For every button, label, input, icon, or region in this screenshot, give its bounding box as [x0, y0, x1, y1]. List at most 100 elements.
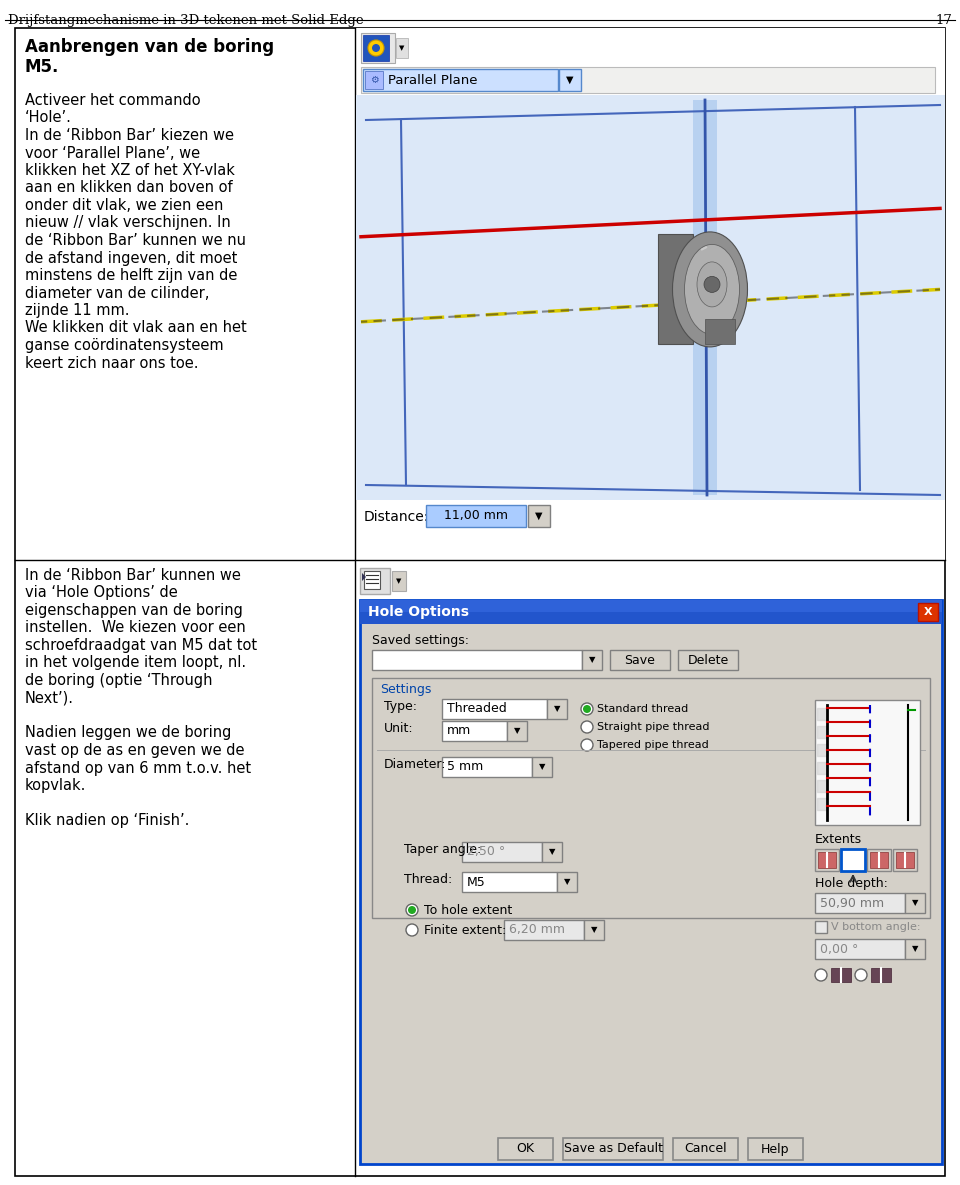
- Bar: [442, 757, 532, 777]
- Text: ⚙: ⚙: [370, 75, 378, 85]
- Bar: [542, 843, 562, 861]
- Bar: [361, 33, 395, 63]
- Text: Diameter:: Diameter:: [384, 758, 446, 771]
- Bar: [905, 893, 925, 912]
- Text: 2,50 °: 2,50 °: [467, 846, 505, 858]
- Bar: [360, 600, 942, 1164]
- Bar: [559, 69, 581, 91]
- Bar: [442, 699, 547, 719]
- Text: voor ‘Parallel Plane’, we: voor ‘Parallel Plane’, we: [25, 146, 200, 160]
- Text: Taper angle:: Taper angle:: [404, 843, 481, 856]
- Bar: [372, 678, 930, 918]
- Text: Thread:: Thread:: [404, 873, 452, 886]
- Bar: [844, 852, 862, 867]
- Bar: [360, 568, 390, 594]
- Text: de ‘Ribbon Bar’ kunnen we nu: de ‘Ribbon Bar’ kunnen we nu: [25, 233, 246, 248]
- Text: klikken het XZ of het XY-vlak: klikken het XZ of het XY-vlak: [25, 164, 235, 178]
- Text: 6,20 mm: 6,20 mm: [509, 923, 565, 936]
- Text: ▼: ▼: [564, 878, 570, 886]
- Text: Straight pipe thread: Straight pipe thread: [597, 722, 709, 732]
- Text: Next’).: Next’).: [25, 691, 74, 705]
- Text: Save as Default: Save as Default: [564, 1142, 662, 1155]
- Bar: [893, 848, 917, 871]
- Text: Extents: Extents: [815, 833, 862, 846]
- Bar: [462, 843, 542, 861]
- Bar: [748, 1138, 803, 1160]
- Circle shape: [581, 720, 593, 734]
- Bar: [871, 968, 891, 982]
- Circle shape: [855, 969, 867, 981]
- Text: 50,90 mm: 50,90 mm: [820, 897, 884, 910]
- Text: We klikken dit vlak aan en het: We klikken dit vlak aan en het: [25, 320, 247, 335]
- Text: diameter van de cilinder,: diameter van de cilinder,: [25, 286, 209, 301]
- Bar: [363, 36, 389, 60]
- Text: keert zich naar ons toe.: keert zich naar ons toe.: [25, 356, 199, 371]
- Bar: [356, 28, 945, 561]
- Bar: [396, 38, 408, 58]
- Text: kopvlak.: kopvlak.: [25, 779, 86, 793]
- Bar: [360, 600, 942, 624]
- Bar: [693, 100, 717, 495]
- Text: via ‘Hole Options’ de: via ‘Hole Options’ de: [25, 585, 178, 601]
- Bar: [582, 651, 602, 670]
- Text: Unit:: Unit:: [384, 722, 414, 735]
- Bar: [905, 939, 925, 959]
- Text: In de ‘Ribbon Bar’ kunnen we: In de ‘Ribbon Bar’ kunnen we: [25, 568, 241, 583]
- Text: 17: 17: [935, 14, 952, 27]
- Text: Klik nadien op ‘Finish’.: Klik nadien op ‘Finish’.: [25, 813, 189, 828]
- Bar: [364, 571, 380, 589]
- Bar: [815, 848, 839, 871]
- Bar: [504, 920, 584, 940]
- Text: ▼: ▼: [549, 847, 555, 857]
- Text: ▼: ▼: [396, 578, 401, 584]
- Text: Saved settings:: Saved settings:: [372, 634, 469, 647]
- Text: ▼: ▼: [536, 511, 542, 521]
- Text: minstens de helft zijn van de: minstens de helft zijn van de: [25, 268, 237, 283]
- Bar: [360, 600, 942, 611]
- Bar: [507, 720, 527, 741]
- Bar: [896, 852, 914, 867]
- Text: in het volgende item loopt, nl.: in het volgende item loopt, nl.: [25, 655, 246, 671]
- Text: Drijfstangmechanisme in 3D tekenen met Solid Edge: Drijfstangmechanisme in 3D tekenen met S…: [8, 14, 364, 27]
- Circle shape: [704, 276, 720, 293]
- Text: zijnde 11 mm.: zijnde 11 mm.: [25, 303, 130, 318]
- Bar: [673, 1138, 738, 1160]
- Text: In de ‘Ribbon Bar’ kiezen we: In de ‘Ribbon Bar’ kiezen we: [25, 128, 234, 143]
- Text: ▼: ▼: [912, 944, 919, 954]
- Text: Aanbrengen van de boring: Aanbrengen van de boring: [25, 38, 275, 56]
- Text: Distance:: Distance:: [364, 510, 429, 524]
- Bar: [442, 720, 507, 741]
- Bar: [841, 848, 865, 871]
- Text: nieuw // vlak verschijnen. In: nieuw // vlak verschijnen. In: [25, 216, 230, 231]
- Text: ▼: ▼: [588, 655, 595, 665]
- Text: eigenschappen van de boring: eigenschappen van de boring: [25, 603, 243, 619]
- Bar: [870, 852, 888, 867]
- Text: Save: Save: [625, 653, 656, 666]
- Ellipse shape: [684, 244, 739, 334]
- Text: de afstand ingeven, dit moet: de afstand ingeven, dit moet: [25, 250, 237, 265]
- Text: M5: M5: [467, 876, 486, 889]
- Text: ganse coördinatensysteem: ganse coördinatensysteem: [25, 338, 224, 353]
- Bar: [528, 505, 550, 527]
- Bar: [365, 71, 383, 89]
- Text: Tapered pipe thread: Tapered pipe thread: [597, 739, 708, 750]
- Text: Hole depth:: Hole depth:: [815, 877, 888, 890]
- Text: aan en klikken dan boven of: aan en klikken dan boven of: [25, 180, 232, 196]
- Text: Nadien leggen we de boring: Nadien leggen we de boring: [25, 725, 231, 741]
- Text: mm: mm: [447, 724, 471, 737]
- Text: ▼: ▼: [590, 925, 597, 935]
- Bar: [815, 700, 920, 825]
- Bar: [372, 651, 582, 670]
- Bar: [557, 872, 577, 892]
- Circle shape: [408, 907, 416, 914]
- Bar: [831, 968, 851, 982]
- Bar: [426, 505, 526, 527]
- Text: ▼: ▼: [912, 898, 919, 908]
- Bar: [815, 921, 827, 933]
- Bar: [815, 939, 905, 959]
- Text: ▼: ▼: [554, 705, 561, 713]
- Bar: [392, 571, 406, 591]
- Circle shape: [583, 705, 591, 713]
- Bar: [918, 603, 938, 621]
- Bar: [563, 1138, 663, 1160]
